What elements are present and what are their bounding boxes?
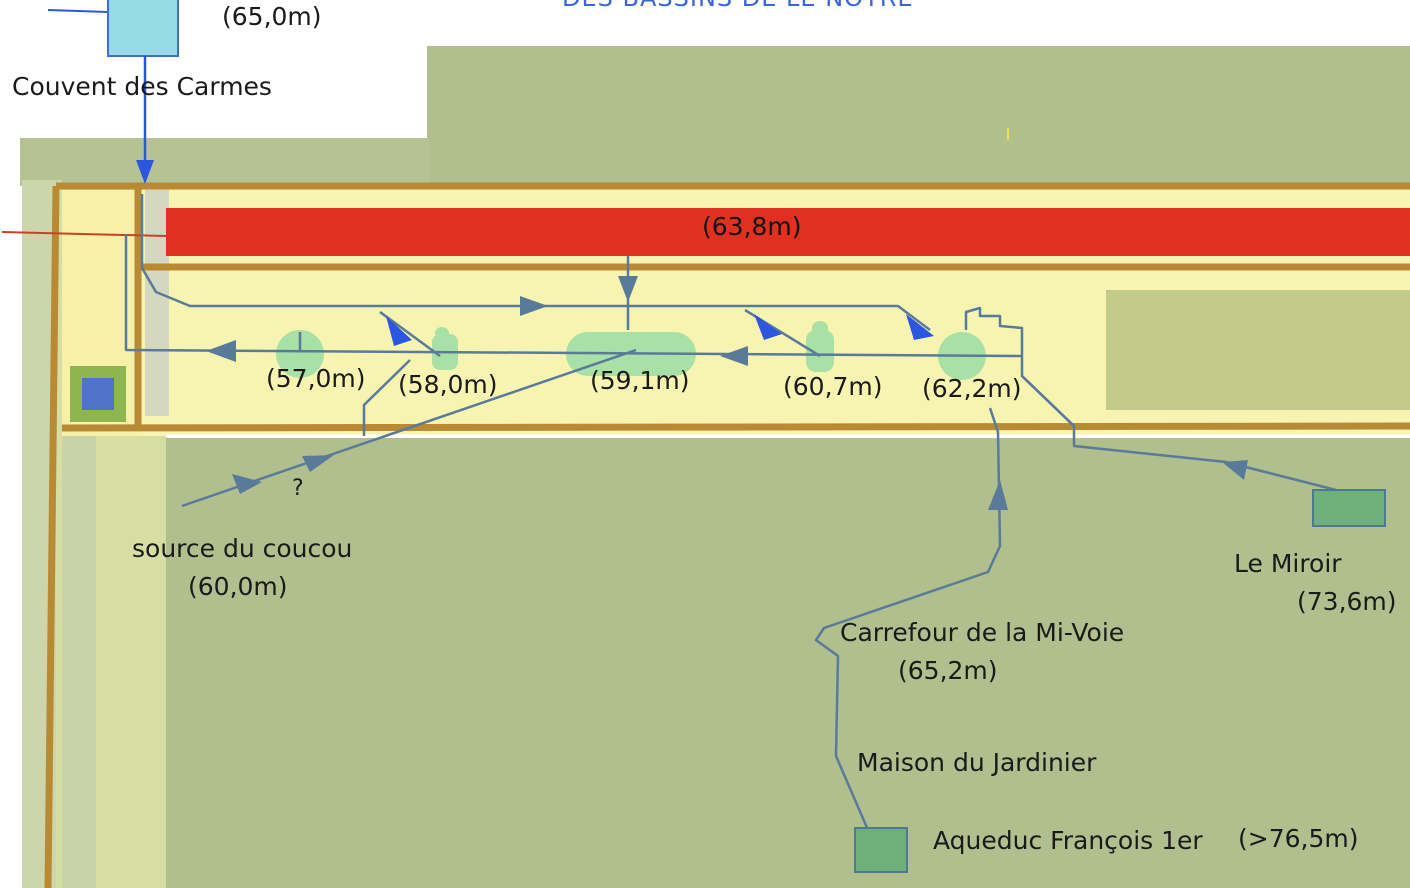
canal-bar <box>166 208 1410 256</box>
miroir-name: Le Miroir <box>1234 549 1342 578</box>
source-coucou-name: source du coucou <box>132 534 353 563</box>
miroir-reservoir <box>1312 489 1386 527</box>
aqueduc-elevation: (>76,5m) <box>1238 824 1359 853</box>
west-inner-strip <box>62 436 96 888</box>
cistern-box <box>107 0 179 57</box>
heading-fragment: DES BASSINS DE LE NOTRE <box>562 0 914 10</box>
pipe-grove <box>1021 375 1075 427</box>
basin-2-elevation: (58,0m) <box>398 370 498 399</box>
pipe-network <box>124 194 1337 831</box>
carrefour-elevation: (65,2m) <box>898 656 998 685</box>
basin-5-elevation: (62,2m) <box>922 374 1022 403</box>
basin-4-elevation: (60,7m) <box>783 372 883 401</box>
alley-shadow <box>145 186 169 416</box>
parterre-top-right <box>427 46 1410 186</box>
aqueduc-name: Aqueduc François 1er <box>933 826 1203 855</box>
terrace-strip <box>20 138 430 186</box>
grove-right <box>1106 290 1410 410</box>
aqueduc-reservoir <box>854 827 908 873</box>
supply-arrow <box>136 160 154 184</box>
wall-outlines <box>44 182 1410 888</box>
flow-arrows <box>386 314 934 346</box>
basin-1-elevation: (57,0m) <box>266 364 366 393</box>
maison-name: Maison du Jardinier <box>857 748 1097 777</box>
pipe-arrows <box>206 276 1248 510</box>
west-reservoir-core <box>82 378 114 410</box>
unknown-mark: ? <box>292 476 304 501</box>
miroir-elevation: (73,6m) <box>1297 587 1397 616</box>
supply-pipe-top <box>47 9 109 13</box>
source-coucou-elevation: (60,0m) <box>188 572 288 601</box>
basin-3-elevation: (59,1m) <box>590 366 690 395</box>
couvent-elevation: (65,0m) <box>222 2 322 31</box>
red-pipe-west <box>1 231 167 237</box>
carrefour-name: Carrefour de la Mi-Voie <box>840 618 1125 647</box>
couvent-name: Couvent des Carmes <box>12 72 272 101</box>
canal-elevation: (63,8m) <box>702 212 802 241</box>
parterre-bottom <box>166 438 1410 888</box>
